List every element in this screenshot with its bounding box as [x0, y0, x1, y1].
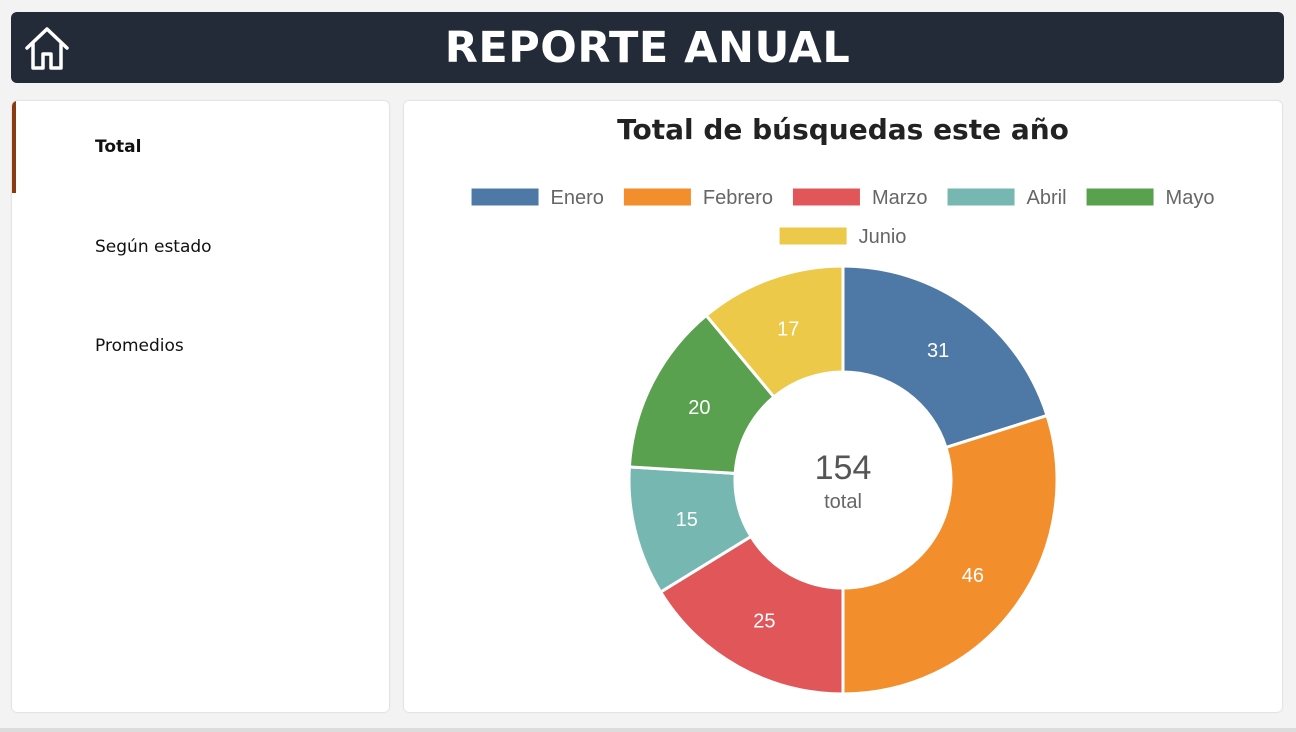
center-total-label: total: [824, 491, 862, 513]
sidebar: Total Según estado Promedios: [12, 101, 389, 712]
home-icon: [25, 27, 69, 70]
sidebar-item-label: Según estado: [95, 237, 212, 257]
slice-value-label: 17: [777, 319, 799, 341]
sidebar-item-label: Total: [95, 137, 142, 157]
slice-febrero[interactable]: [841, 413, 1059, 696]
slice-value-label: 20: [688, 397, 710, 419]
legend-item-junio[interactable]: Junio: [779, 226, 907, 248]
slice-value-label: 46: [962, 565, 984, 587]
slice-enero[interactable]: [841, 264, 1049, 450]
bottom-divider: [0, 728, 1296, 732]
donut-chart: Enero Febrero Marzo Abril Mayo Junio 31 46 25 15 2…: [471, 187, 1215, 696]
app-header: REPORTE ANUAL: [11, 12, 1284, 83]
legend-swatch: [779, 227, 847, 245]
legend-item-mayo[interactable]: Mayo: [1086, 187, 1215, 209]
page-title: REPORTE ANUAL: [444, 22, 851, 73]
legend-item-abril[interactable]: Abril: [947, 187, 1067, 209]
legend-item-febrero[interactable]: Febrero: [623, 187, 773, 209]
legend-label: Mayo: [1166, 187, 1215, 209]
chart-title: Total de búsquedas este año: [617, 113, 1069, 146]
legend-swatch: [792, 188, 860, 206]
legend-item-marzo[interactable]: Marzo: [792, 187, 928, 209]
legend-label: Enero: [551, 187, 604, 209]
legend-label: Febrero: [703, 187, 773, 209]
slice-value-label: 25: [753, 611, 775, 633]
legend-label: Abril: [1027, 187, 1067, 209]
center-total-value: 154: [815, 449, 872, 487]
sidebar-item-total[interactable]: Total: [12, 101, 389, 193]
legend-item-enero[interactable]: Enero: [471, 187, 604, 209]
chart-panel: Total de búsquedas este año Enero Febrero…: [404, 101, 1282, 712]
slice-junio[interactable]: [704, 264, 845, 400]
legend-swatch: [947, 188, 1015, 206]
slice-value-label: 31: [927, 340, 949, 362]
slice-value-label: 15: [676, 509, 698, 531]
legend-swatch: [471, 188, 539, 206]
sidebar-item-promedios[interactable]: Promedios: [12, 300, 389, 392]
slice-marzo[interactable]: [658, 534, 845, 696]
legend-swatch: [1086, 188, 1154, 206]
sidebar-item-label: Promedios: [95, 336, 184, 356]
home-button[interactable]: [21, 22, 73, 74]
legend-label: Marzo: [872, 187, 928, 209]
legend-label: Junio: [859, 226, 907, 248]
sidebar-item-segun-estado[interactable]: Según estado: [12, 201, 389, 293]
legend-swatch: [623, 188, 691, 206]
